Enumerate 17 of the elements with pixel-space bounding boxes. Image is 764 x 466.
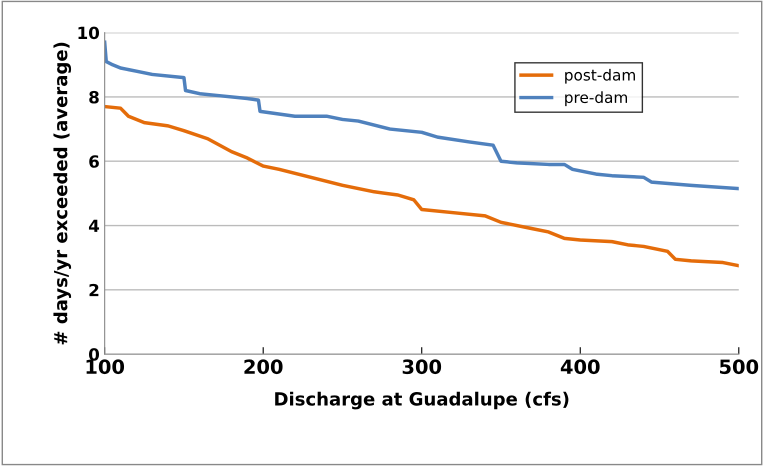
y-axis-title: # days/yr exceeded (average) — [53, 42, 72, 344]
y-tick-label: 0 — [89, 348, 100, 361]
line-series — [104, 104, 739, 268]
legend-label: post-dam — [565, 68, 635, 84]
x-tick-label: 200 — [244, 359, 283, 374]
y-tick-label: 8 — [89, 90, 99, 104]
x-tick-label: 500 — [720, 359, 758, 374]
x-tick-label: 300 — [402, 359, 442, 374]
y-tick-label: 10 — [78, 26, 100, 40]
x-tick-label: 100 — [86, 359, 124, 374]
y-tick-label: 4 — [88, 220, 100, 232]
x-axis-title: Discharge at Guadalupe (cfs) — [275, 392, 568, 410]
line-series — [104, 40, 739, 190]
x-tick-label: 400 — [560, 359, 600, 374]
y-tick-label: 2 — [90, 284, 98, 296]
legend-label: pre-dam — [565, 91, 628, 106]
y-tick-label: 6 — [89, 155, 99, 168]
